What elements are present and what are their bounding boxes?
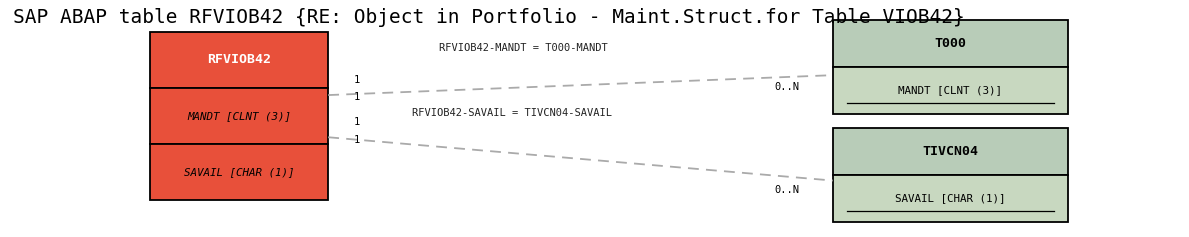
Text: 0..N: 0..N xyxy=(774,82,799,92)
Text: 1: 1 xyxy=(354,75,360,85)
FancyBboxPatch shape xyxy=(832,175,1068,222)
Text: 1: 1 xyxy=(354,117,360,127)
FancyBboxPatch shape xyxy=(151,144,328,201)
Text: MANDT [CLNT (3)]: MANDT [CLNT (3)] xyxy=(899,85,1002,96)
Text: TIVCN04: TIVCN04 xyxy=(923,145,979,158)
Text: RFVIOB42: RFVIOB42 xyxy=(207,54,271,66)
FancyBboxPatch shape xyxy=(151,32,328,88)
Text: 1: 1 xyxy=(354,92,360,102)
Text: T000: T000 xyxy=(935,37,967,50)
Text: MANDT [CLNT (3)]: MANDT [CLNT (3)] xyxy=(188,111,291,121)
Text: 0..N: 0..N xyxy=(774,185,799,195)
FancyBboxPatch shape xyxy=(151,88,328,144)
FancyBboxPatch shape xyxy=(832,20,1068,67)
Text: SAVAIL [CHAR (1)]: SAVAIL [CHAR (1)] xyxy=(184,167,295,177)
FancyBboxPatch shape xyxy=(832,67,1068,114)
Text: SAP ABAP table RFVIOB42 {RE: Object in Portfolio - Maint.Struct.for Table VIOB42: SAP ABAP table RFVIOB42 {RE: Object in P… xyxy=(13,9,964,27)
FancyBboxPatch shape xyxy=(832,128,1068,175)
Text: RFVIOB42-SAVAIL = TIVCN04-SAVAIL: RFVIOB42-SAVAIL = TIVCN04-SAVAIL xyxy=(411,108,611,118)
Text: 1: 1 xyxy=(354,135,360,145)
Text: RFVIOB42-MANDT = T000-MANDT: RFVIOB42-MANDT = T000-MANDT xyxy=(439,43,608,53)
Text: SAVAIL [CHAR (1)]: SAVAIL [CHAR (1)] xyxy=(895,193,1006,203)
